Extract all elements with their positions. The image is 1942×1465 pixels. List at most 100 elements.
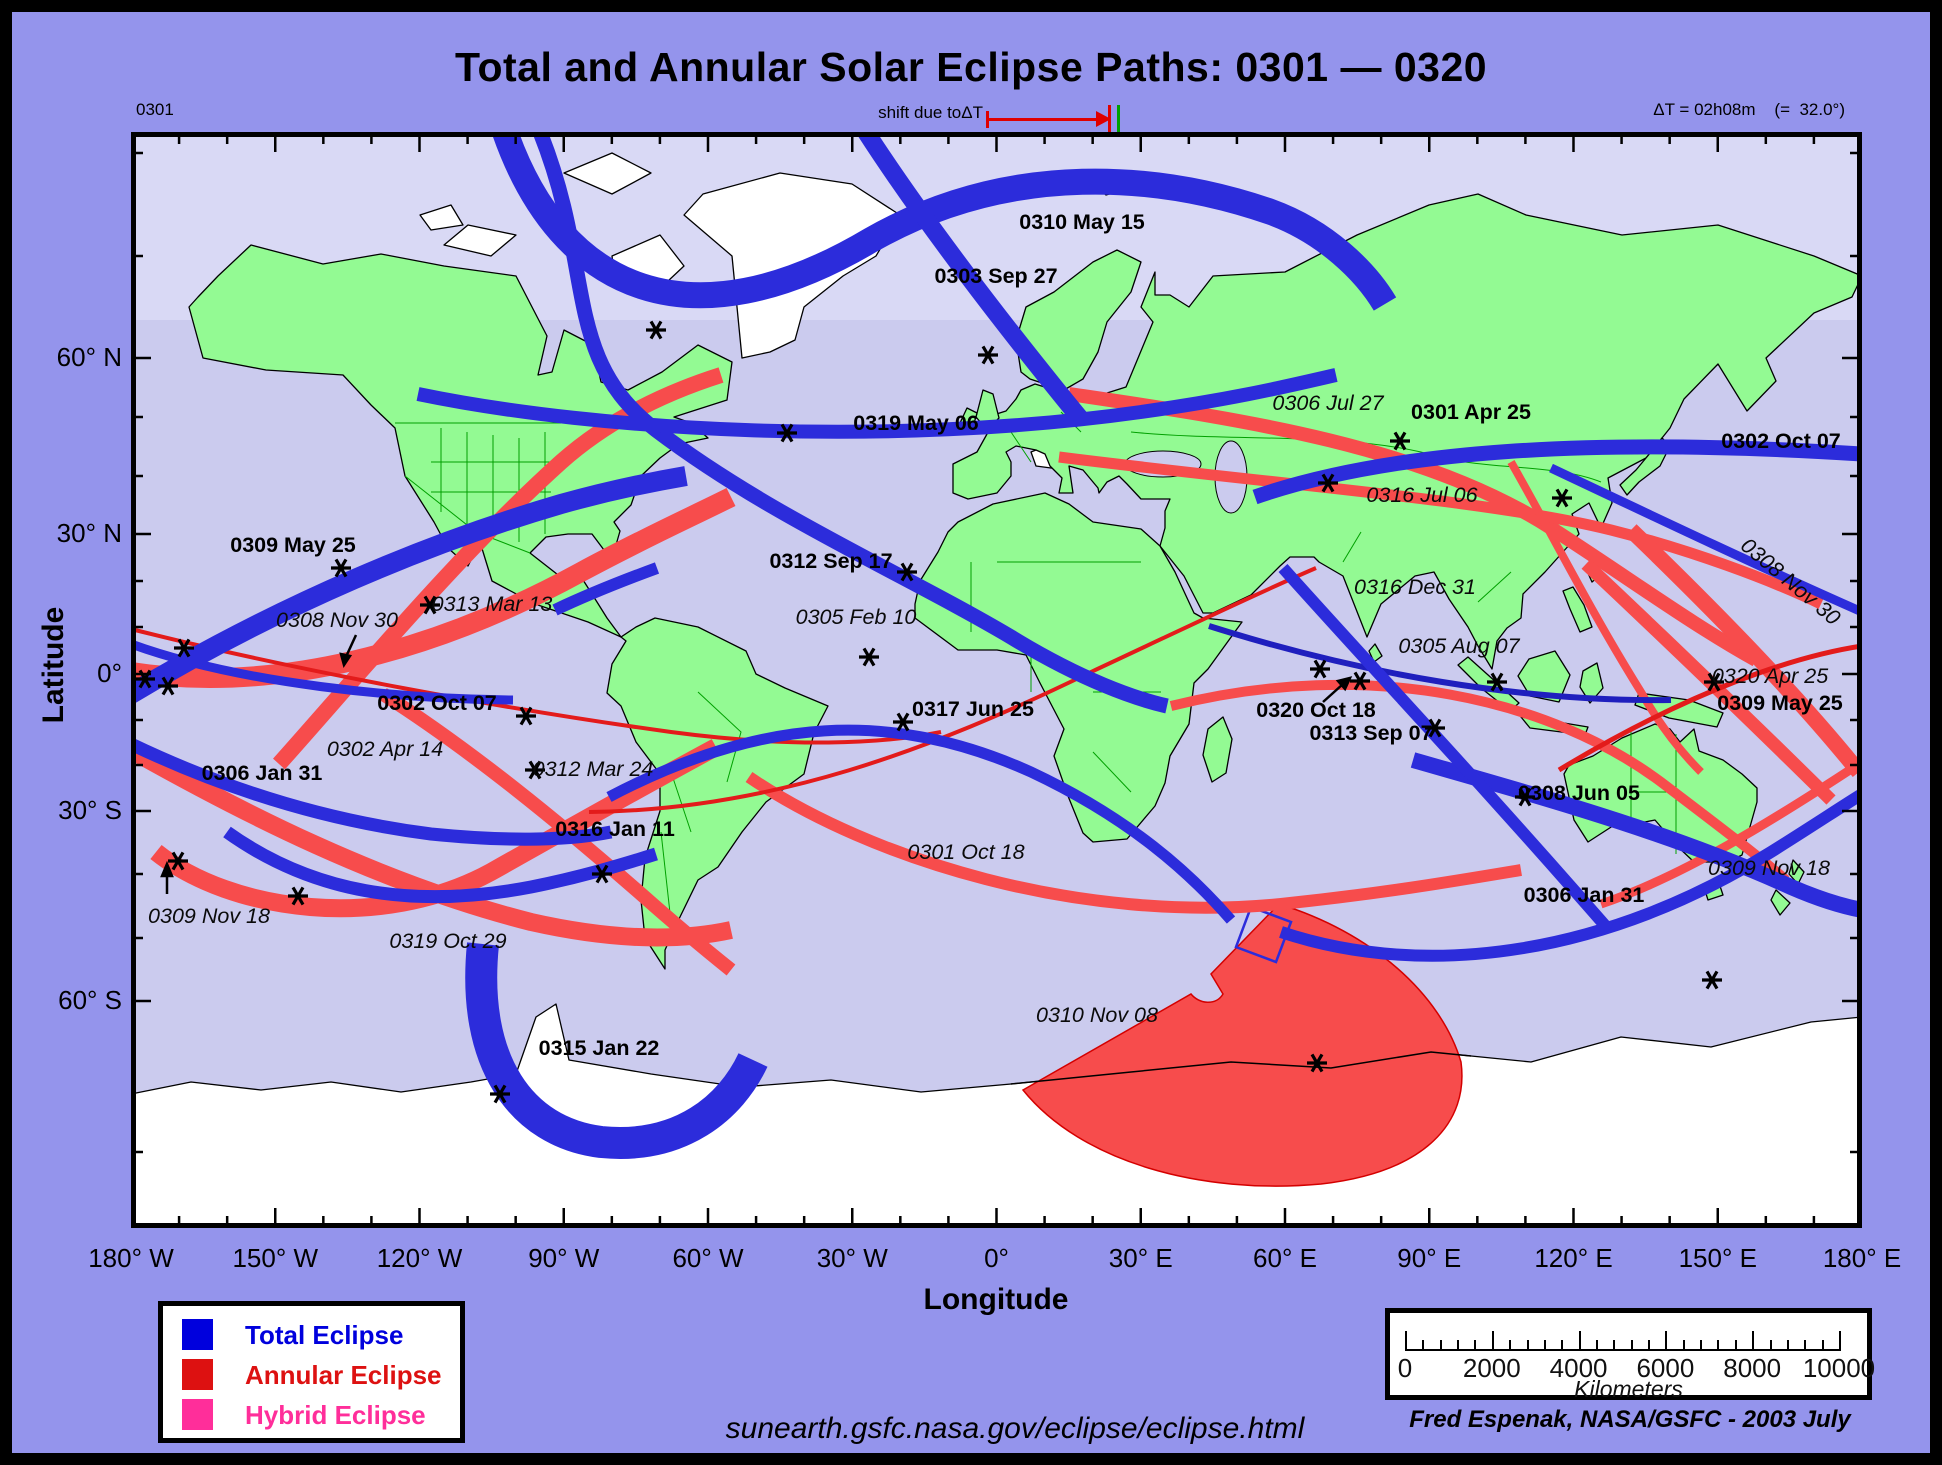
scale-bar-baseline [1405, 1349, 1839, 1351]
scale-tick [1509, 1340, 1512, 1351]
shift-arrow-line [988, 118, 1100, 121]
scale-tick [1422, 1340, 1425, 1351]
scale-tick [1821, 1340, 1824, 1351]
lat-label-2: 0° [97, 658, 122, 688]
path-annular-0305-feb-10 [588, 566, 1317, 814]
legend-label-1: Annular Eclipse [245, 1360, 442, 1390]
greatest-eclipse-marker [158, 676, 178, 696]
eclipse-label-total-20: 0313 Sep 07 [1309, 721, 1432, 745]
lon-label-10: 120° E [1534, 1243, 1613, 1273]
legend-row-1: Annular Eclipse [163, 1358, 460, 1392]
landmasses [131, 152, 1862, 1228]
eclipse-label-total-28: 0306 Jan 31 [1524, 883, 1645, 907]
path-annular-0309-nov-18-west [131, 742, 733, 947]
eclipse-label-annular-29: 0309 Nov 18 [148, 904, 270, 928]
map-frame [131, 132, 1862, 1228]
lon-label-5: 30° W [816, 1243, 888, 1273]
scale-bar-unit: Kilometers [1574, 1376, 1683, 1402]
scale-tick [1561, 1340, 1564, 1351]
path-total-outline-near-blob [1234, 905, 1293, 964]
scale-tick [1839, 1331, 1841, 1351]
antarctica-coast-overlay [1010, 1051, 1472, 1085]
scale-number-2: 4000 [1549, 1353, 1608, 1383]
scale-tick [1648, 1340, 1651, 1351]
scale-tick [1578, 1331, 1581, 1351]
greatest-eclipse-marker [1318, 473, 1338, 493]
eclipse-label-total-31: 0315 Jan 22 [539, 1036, 660, 1060]
greatest-eclipse-marker [516, 706, 536, 726]
scale-tick [1543, 1340, 1546, 1351]
path-total-0312-sep-17 [533, 132, 1169, 714]
greatest-eclipse-markers [135, 320, 1724, 1104]
new-zealand-south [1770, 889, 1791, 916]
path-annular-0301-oct-18 [745, 772, 1522, 914]
website-url[interactable]: sunearth.gsfc.nasa.gov/eclipse/eclipse.h… [725, 1412, 1305, 1445]
lon-label-1: 150° W [232, 1243, 319, 1273]
eclipse-label-total-0: 0310 May 15 [1019, 210, 1145, 234]
greatest-eclipse-marker [1350, 671, 1370, 691]
legend-row-0: Total Eclipse [163, 1318, 460, 1352]
eclipse-label-total-4: 0301 Apr 25 [1411, 400, 1531, 424]
scale-number-0: 0 [1397, 1353, 1413, 1383]
scale-tick [1457, 1340, 1460, 1351]
lon-label-4: 60° W [672, 1243, 744, 1273]
eclipse-label-annular-13: 0305 Aug 07 [1398, 634, 1520, 658]
scale-tick [1734, 1340, 1737, 1351]
greatest-eclipse-marker [490, 1084, 510, 1104]
scale-tick [1474, 1340, 1477, 1351]
scale-tick [1700, 1340, 1703, 1351]
scale-tick [1439, 1340, 1442, 1351]
greatest-eclipse-marker [1307, 1053, 1327, 1073]
eclipse-label-annular-12: 0316 Dec 31 [1354, 575, 1476, 599]
legend-swatch-0 [182, 1319, 213, 1350]
eclipse-label-total-7: 0309 May 25 [230, 533, 356, 557]
eclipse-label-total-18: 0317 Jun 25 [912, 697, 1034, 721]
path-total-0317-jun-25 [606, 724, 1236, 924]
greatest-eclipse-marker [1425, 718, 1445, 738]
eclipse-label-annular-21: 0302 Apr 14 [327, 737, 443, 761]
path-annular-0308-nov-30-east-a [1625, 524, 1862, 778]
greatest-eclipse-marker [331, 558, 351, 578]
greatest-eclipse-marker [174, 638, 194, 658]
lat-label-4: 60° S [58, 985, 122, 1015]
path-total-0316-jan-11 [223, 826, 658, 904]
country-borders [395, 411, 1677, 923]
eurasia [952, 193, 1862, 670]
greatest-eclipse-marker [1515, 787, 1535, 807]
path-total-0302-oct-07-east [1549, 463, 1862, 617]
legend-label-2: Hybrid Eclipse [245, 1400, 426, 1430]
path-total-0309-may-25-west [131, 466, 688, 703]
path-annular-0316-dec-31 [1507, 460, 1704, 775]
philippines [1562, 586, 1593, 633]
eclipse-label-total-19: 0320 Oct 18 [1256, 698, 1376, 722]
shift-arrowhead-icon [1096, 111, 1111, 127]
legend-row-2: Hybrid Eclipse [163, 1398, 460, 1432]
eclipse-label-total-24: 0308 Jun 05 [1518, 781, 1640, 805]
greatest-eclipse-marker [1487, 672, 1507, 692]
scale-tick [1786, 1340, 1789, 1351]
scale-number-1: 2000 [1462, 1353, 1521, 1383]
shift-due-to-deltat-label: shift due toΔT [878, 103, 983, 122]
eclipse-label-annular-11: 0305 Feb 10 [796, 605, 917, 629]
scale-tick [1717, 1340, 1720, 1351]
lat-label-1: 30° N [56, 518, 122, 548]
greatest-eclipse-marker [420, 595, 440, 615]
path-total-0319-may-06 [416, 368, 1338, 439]
greatest-eclipse-marker [1704, 672, 1724, 692]
total-paths [131, 132, 1862, 1159]
scale-tick [1752, 1331, 1755, 1351]
lon-label-0: 180° W [88, 1243, 174, 1273]
greatest-eclipse-marker [1390, 431, 1410, 451]
lon-label-3: 90° W [528, 1243, 600, 1273]
greatest-eclipse-marker [1310, 659, 1330, 679]
path-total-0315-jan-22 [465, 942, 768, 1159]
longitude-tick-labels: 180° W 150° W 120° W 90° W 60° W 30° W 0° 30° E… [0, 1243, 1942, 1277]
eclipse-label-total-25: 0316 Jan 11 [555, 817, 675, 841]
annular-paths [131, 367, 1862, 976]
scale-tick [1526, 1340, 1529, 1351]
madagascar [1202, 716, 1233, 783]
eclipse-label-total-16: 0309 May 25 [1717, 691, 1843, 715]
eclipse-label-annular-23: 0312 Mar 24 [533, 757, 654, 781]
victoria-island [443, 224, 517, 257]
eclipse-label-annular-3: 0306 Jul 27 [1272, 391, 1384, 415]
